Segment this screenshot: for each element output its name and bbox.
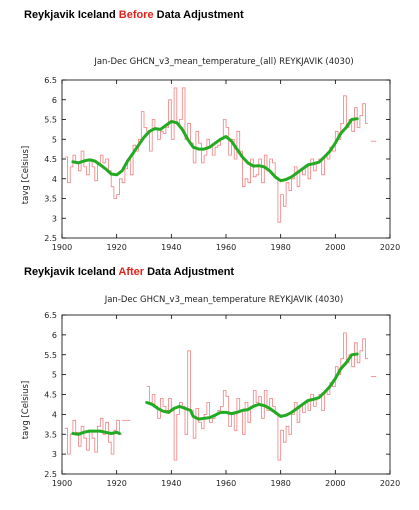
y-tick-label: 4.5 [44,391,57,400]
x-tick-label: 1980 [270,243,290,252]
before-adjustment-chart: Jan-Dec GHCN_v3_mean_temperature_(all) R… [21,57,400,252]
chart-title: Jan-Dec GHCN_v3_mean_temperature REYKJAV… [104,295,344,305]
y-tick-label: 3 [52,450,57,459]
heading-highlight: Before [118,9,154,21]
heading-prefix: Reykjavik Iceland [24,9,119,21]
smoothed-series [71,117,359,183]
heading-highlight: After [118,266,145,278]
plot-area: 1900 1920 1940 1960 1980 2000 2020 2.5 3 3.5 4 4.5 5… [44,311,400,488]
y-tick-label: 6.5 [44,76,57,85]
plot-area: 1900 1920 1940 1960 1980 2000 2020 2.5 3 3.5 4 4.5 5… [44,76,400,252]
y-tick-label: 5 [52,371,57,380]
x-tick-label: 1920 [106,479,126,488]
y-tick-label: 5.5 [44,116,57,125]
y-tick-label: 2.5 [44,470,57,479]
y-tick-label: 4.5 [44,155,57,164]
heading-suffix: Data Adjustment [144,266,235,278]
x-tick-label: 2020 [380,479,400,488]
y-tick-label: 2.5 [44,234,57,243]
x-tick-label: 2000 [325,479,345,488]
heading-prefix: Reykjavik Iceland [24,266,119,278]
y-axis-label: tavg [Celsius] [21,146,31,204]
y-tick-label: 5.5 [44,351,57,360]
x-tick-label: 1900 [52,479,72,488]
raw-annual-series [146,332,369,461]
after-panel-heading: Reykjavik Iceland After Data Adjustment [24,266,234,278]
y-tick-label: 6 [52,96,57,105]
y-tick-label: 5 [52,135,57,144]
after-adjustment-chart: Jan-Dec GHCN_v3_mean_temperature REYKJAV… [21,295,400,488]
before-panel-heading: Reykjavik Iceland Before Data Adjustment [24,9,244,21]
x-tick-label: 1940 [161,243,181,252]
raw-annual-series [64,417,123,455]
y-tick-label: 6.5 [44,311,57,320]
x-tick-label: 1960 [216,479,236,488]
y-tick-label: 3.5 [44,195,57,204]
smoothed-series [145,352,359,421]
y-tick-label: 4 [52,410,57,419]
y-tick-label: 4 [52,175,57,184]
raw-annual-series [64,87,369,223]
x-tick-label: 1980 [270,479,290,488]
x-tick-label: 1920 [106,243,126,252]
y-tick-label: 3 [52,214,57,223]
y-axis-label: tavg [Celsius] [21,381,31,439]
x-tick-label: 1900 [52,243,72,252]
chart-title: Jan-Dec GHCN_v3_mean_temperature_(all) R… [93,57,353,67]
x-tick-label: 2000 [325,243,345,252]
x-tick-label: 1960 [216,243,236,252]
heading-suffix: Data Adjustment [153,9,244,21]
x-tick-label: 1940 [161,479,181,488]
smoothed-series [71,429,121,436]
y-tick-label: 3.5 [44,430,57,439]
plot-frame [61,79,391,239]
y-tick-label: 6 [52,331,57,340]
x-tick-label: 2020 [380,243,400,252]
